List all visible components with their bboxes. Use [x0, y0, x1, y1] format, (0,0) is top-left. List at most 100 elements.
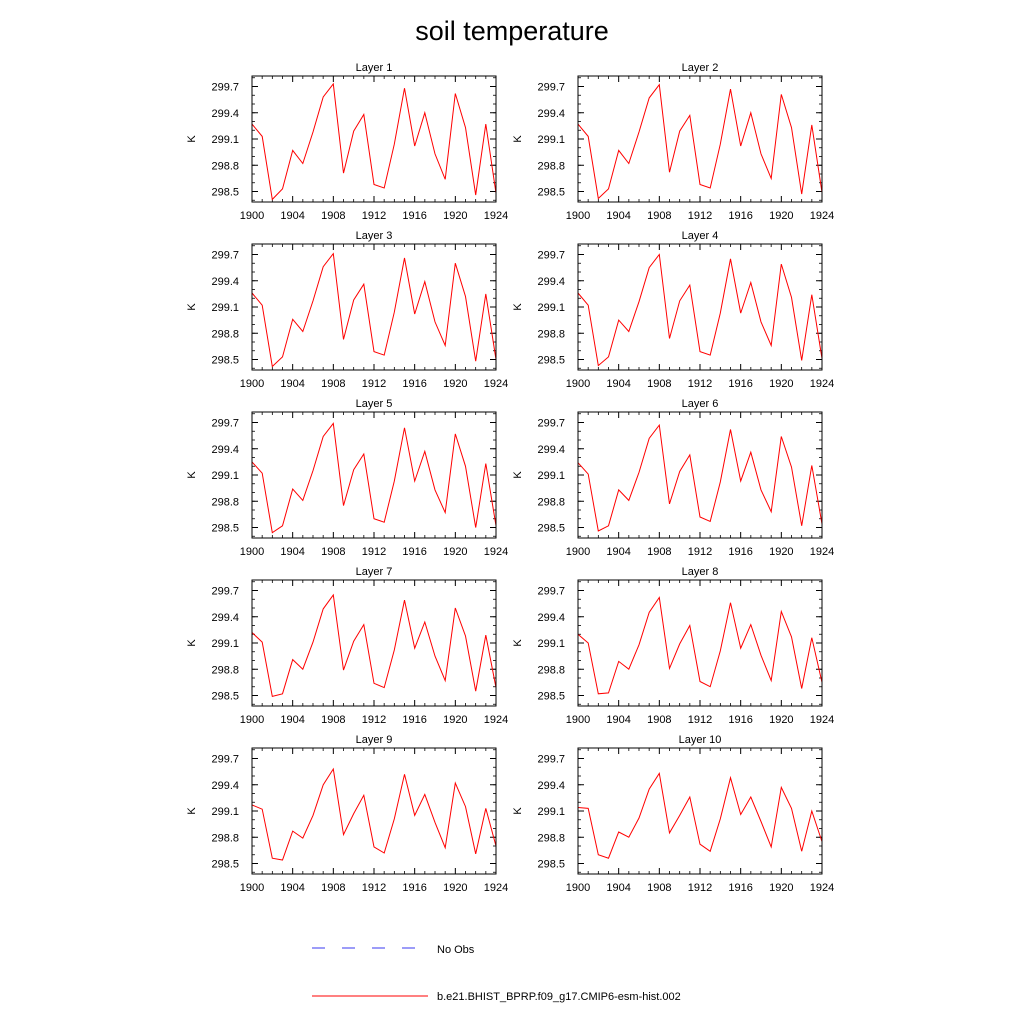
y-tick-label: 298.5: [537, 691, 565, 703]
y-axis-label: K: [186, 303, 198, 311]
y-tick-label: 299.1: [211, 806, 239, 818]
x-tick-label: 1904: [280, 714, 304, 726]
x-tick-label: 1916: [402, 882, 426, 894]
y-tick-label: 299.7: [211, 418, 239, 430]
y-tick-label: 298.5: [537, 523, 565, 535]
y-tick-label: 299.1: [537, 470, 565, 482]
y-tick-label: 299.7: [211, 586, 239, 598]
x-tick-label: 1904: [280, 882, 304, 894]
x-tick-label: 1908: [647, 546, 671, 558]
x-tick-label: 1904: [606, 882, 630, 894]
x-tick-label: 1900: [566, 882, 590, 894]
y-tick-label: 299.7: [211, 250, 239, 262]
x-tick-label: 1900: [240, 546, 264, 558]
x-tick-label: 1904: [606, 210, 630, 222]
plot-frame: [577, 75, 823, 203]
x-tick-label: 1900: [240, 378, 264, 390]
y-tick-label: 299.4: [537, 276, 565, 288]
x-tick-label: 1912: [688, 378, 712, 390]
y-tick-label: 298.5: [211, 187, 239, 199]
x-tick-label: 1908: [647, 210, 671, 222]
y-tick-label: 299.7: [537, 418, 565, 430]
x-tick-label: 1920: [443, 714, 467, 726]
y-tick-label: 299.4: [537, 444, 565, 456]
panel-layer-8: Layer 8 K 1900 1904 1908 1912 1916 1920 1924 298.…: [512, 566, 834, 726]
x-tick-label: 1924: [810, 714, 834, 726]
y-tick-label: 299.1: [211, 134, 239, 146]
y-tick-label: 298.8: [211, 832, 239, 844]
y-tick-label: 299.7: [537, 754, 565, 766]
x-tick-label: 1920: [769, 546, 793, 558]
x-tick-label: 1912: [362, 882, 386, 894]
y-axis-label: K: [512, 303, 524, 311]
plot-frame: [577, 243, 823, 371]
x-tick-label: 1920: [443, 378, 467, 390]
y-tick-label: 299.4: [537, 780, 565, 792]
x-tick-label: 1924: [810, 882, 834, 894]
plot-frame: [251, 75, 497, 203]
y-tick-label: 298.5: [211, 859, 239, 871]
series-line: [251, 767, 497, 861]
plot-frame: [577, 747, 823, 875]
x-tick-label: 1904: [606, 714, 630, 726]
x-tick-label: 1916: [402, 714, 426, 726]
x-tick-label: 1916: [402, 210, 426, 222]
plot-frame: [251, 747, 497, 875]
x-tick-label: 1924: [810, 378, 834, 390]
panel-layer-5: Layer 5 K 1900 1904 1908 1912 1916 1920 1924 298.…: [186, 398, 508, 558]
x-tick-label: 1912: [362, 378, 386, 390]
x-tick-label: 1900: [566, 210, 590, 222]
x-tick-label: 1900: [566, 714, 590, 726]
x-tick-label: 1916: [728, 210, 752, 222]
y-tick-label: 299.7: [537, 82, 565, 94]
y-tick-label: 299.1: [211, 470, 239, 482]
x-tick-label: 1924: [484, 210, 508, 222]
x-tick-label: 1900: [240, 210, 264, 222]
y-tick-label: 298.8: [537, 328, 565, 340]
series-line: [577, 253, 823, 367]
y-tick-label: 299.7: [211, 754, 239, 766]
x-tick-label: 1924: [484, 714, 508, 726]
x-tick-label: 1920: [443, 210, 467, 222]
y-tick-label: 298.5: [537, 355, 565, 367]
x-tick-label: 1924: [810, 546, 834, 558]
y-axis-label: K: [186, 471, 198, 479]
panel-layer-4: Layer 4 K 1900 1904 1908 1912 1916 1920 1924 298.…: [512, 230, 834, 390]
x-tick-label: 1916: [728, 546, 752, 558]
y-axis-label: K: [512, 807, 524, 815]
x-tick-label: 1900: [566, 546, 590, 558]
panel-title: Layer 4: [682, 230, 719, 242]
y-tick-label: 299.1: [211, 302, 239, 314]
y-tick-label: 298.8: [211, 328, 239, 340]
y-tick-label: 299.4: [211, 612, 239, 624]
x-tick-label: 1912: [688, 714, 712, 726]
series-line: [251, 82, 497, 201]
panel-title: Layer 3: [356, 230, 393, 242]
x-tick-label: 1912: [688, 546, 712, 558]
y-tick-label: 299.4: [537, 108, 565, 120]
y-tick-label: 298.5: [211, 523, 239, 535]
x-tick-label: 1924: [810, 210, 834, 222]
x-tick-label: 1916: [402, 546, 426, 558]
x-tick-label: 1900: [566, 378, 590, 390]
x-tick-label: 1908: [647, 714, 671, 726]
x-tick-label: 1908: [321, 210, 345, 222]
x-tick-label: 1904: [280, 210, 304, 222]
y-tick-label: 299.1: [211, 638, 239, 650]
series-line: [251, 252, 497, 368]
plot-frame: [251, 243, 497, 371]
figure-title: soil temperature: [415, 16, 609, 46]
y-axis-label: K: [512, 639, 524, 647]
y-axis-label: K: [512, 135, 524, 143]
x-tick-label: 1920: [769, 210, 793, 222]
x-tick-label: 1912: [688, 210, 712, 222]
panel-title: Layer 6: [682, 398, 719, 410]
panel-title: Layer 5: [356, 398, 393, 410]
y-axis-label: K: [186, 639, 198, 647]
y-tick-label: 299.7: [537, 250, 565, 262]
panel-grid: Layer 1 K 1900 1904 1908 1912 1916 1920 1924 298.…: [186, 62, 834, 894]
x-tick-label: 1908: [647, 378, 671, 390]
x-tick-label: 1904: [280, 546, 304, 558]
y-tick-label: 298.8: [211, 664, 239, 676]
